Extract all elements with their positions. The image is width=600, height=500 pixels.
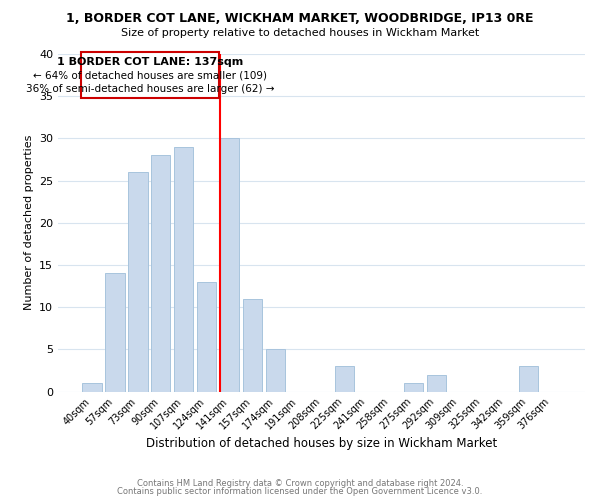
Y-axis label: Number of detached properties: Number of detached properties bbox=[23, 135, 34, 310]
Text: Size of property relative to detached houses in Wickham Market: Size of property relative to detached ho… bbox=[121, 28, 479, 38]
Bar bbox=[220, 138, 239, 392]
Text: Contains HM Land Registry data © Crown copyright and database right 2024.: Contains HM Land Registry data © Crown c… bbox=[137, 478, 463, 488]
Bar bbox=[151, 156, 170, 392]
Text: 36% of semi-detached houses are larger (62) →: 36% of semi-detached houses are larger (… bbox=[26, 84, 274, 94]
Bar bbox=[105, 274, 125, 392]
Bar bbox=[335, 366, 354, 392]
Bar bbox=[128, 172, 148, 392]
Text: 1 BORDER COT LANE: 137sqm: 1 BORDER COT LANE: 137sqm bbox=[57, 58, 243, 68]
Bar bbox=[174, 147, 193, 392]
Text: ← 64% of detached houses are smaller (109): ← 64% of detached houses are smaller (10… bbox=[33, 71, 267, 81]
Bar bbox=[404, 383, 423, 392]
Text: Contains public sector information licensed under the Open Government Licence v3: Contains public sector information licen… bbox=[118, 487, 482, 496]
Bar bbox=[518, 366, 538, 392]
X-axis label: Distribution of detached houses by size in Wickham Market: Distribution of detached houses by size … bbox=[146, 437, 497, 450]
Text: 1, BORDER COT LANE, WICKHAM MARKET, WOODBRIDGE, IP13 0RE: 1, BORDER COT LANE, WICKHAM MARKET, WOOD… bbox=[66, 12, 534, 26]
Bar bbox=[243, 298, 262, 392]
Bar bbox=[427, 374, 446, 392]
Bar bbox=[82, 383, 101, 392]
Bar bbox=[266, 350, 286, 392]
Bar bbox=[197, 282, 217, 392]
FancyBboxPatch shape bbox=[81, 52, 220, 98]
